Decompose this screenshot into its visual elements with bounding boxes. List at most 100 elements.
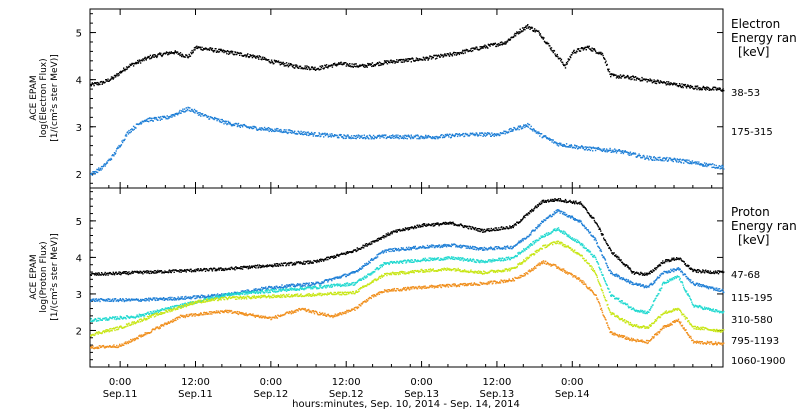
- proton-point: [559, 198, 561, 200]
- proton-point: [370, 243, 372, 245]
- proton-point: [160, 270, 163, 272]
- electron-point: [259, 128, 262, 130]
- proton-point: [323, 282, 325, 284]
- proton-point: [274, 287, 277, 289]
- electron-point: [185, 110, 187, 112]
- proton-point: [259, 289, 261, 292]
- proton-point: [492, 248, 494, 251]
- proton-point: [154, 270, 157, 272]
- proton-point: [520, 239, 522, 242]
- electron-point: [691, 160, 694, 162]
- electron-point: [145, 58, 147, 60]
- proton-point: [376, 267, 379, 269]
- electron-point: [110, 78, 112, 80]
- proton-point: [426, 223, 428, 226]
- electron-point: [109, 159, 112, 161]
- electron-point: [383, 62, 385, 65]
- electron-point: [384, 61, 386, 63]
- proton-point: [628, 281, 630, 283]
- proton-point: [119, 273, 121, 275]
- proton-point: [350, 283, 353, 285]
- proton-point: [103, 273, 106, 275]
- proton-point: [650, 282, 652, 285]
- electron-point: [561, 61, 564, 64]
- electron-point: [667, 81, 670, 83]
- electron-point: [265, 128, 267, 130]
- proton-point: [627, 267, 630, 269]
- proton-point: [334, 278, 336, 280]
- proton-point: [255, 288, 257, 290]
- proton-point: [514, 224, 516, 226]
- proton-point: [397, 249, 399, 251]
- proton-point: [379, 265, 381, 267]
- proton-point: [476, 228, 478, 230]
- electron-point: [141, 60, 143, 62]
- electron-point: [124, 70, 126, 72]
- proton-point: [363, 278, 365, 280]
- electron-point: [650, 79, 652, 81]
- electron-point: [100, 169, 102, 171]
- proton-point: [505, 227, 507, 230]
- electron-point: [462, 52, 465, 55]
- electron-point: [623, 74, 625, 77]
- proton-point: [561, 211, 563, 213]
- proton-point: [648, 284, 651, 287]
- electron-point: [563, 144, 565, 146]
- electron-point: [230, 50, 233, 52]
- electron-point: [508, 38, 510, 40]
- electron-point: [605, 149, 607, 152]
- proton-point: [237, 293, 240, 296]
- proton-point: [423, 224, 425, 226]
- proton-point: [407, 248, 410, 251]
- electron-point: [146, 56, 149, 59]
- electron-point: [717, 88, 720, 90]
- electron-point: [665, 159, 667, 161]
- proton-point: [95, 298, 98, 300]
- electron-point: [697, 163, 699, 165]
- proton-point: [312, 262, 314, 264]
- electron-point: [513, 34, 516, 36]
- electron-point: [302, 131, 304, 134]
- proton-point: [489, 248, 491, 250]
- electron-point: [98, 169, 100, 172]
- proton-point: [185, 269, 187, 271]
- proton-point: [447, 223, 449, 225]
- electron-point: [474, 47, 476, 49]
- proton-point: [279, 288, 281, 291]
- electron-point: [170, 114, 172, 116]
- electron-point: [203, 114, 205, 117]
- electron-point: [703, 88, 706, 90]
- electron-point: [338, 62, 340, 64]
- proton-point: [407, 248, 409, 250]
- proton-point: [567, 216, 569, 218]
- proton-point: [236, 291, 239, 293]
- electron-point: [165, 52, 167, 54]
- electron-point: [144, 56, 146, 59]
- proton-point: [545, 219, 547, 221]
- proton-point: [114, 316, 117, 318]
- electron-point: [719, 87, 721, 90]
- electron-point: [159, 119, 161, 121]
- proton-point: [522, 240, 524, 242]
- electron-point: [373, 138, 375, 140]
- proton-point: [156, 271, 159, 274]
- proton-point: [119, 318, 121, 320]
- electron-point: [197, 46, 200, 48]
- proton-point: [130, 315, 132, 317]
- electron-point: [602, 54, 604, 57]
- electron-point: [378, 61, 381, 63]
- proton-point: [238, 292, 240, 295]
- proton-point: [450, 245, 452, 248]
- electron-point: [654, 82, 656, 84]
- proton-point: [104, 271, 106, 274]
- electron-point: [167, 116, 170, 118]
- electron-point: [476, 132, 478, 135]
- proton-point: [348, 272, 350, 275]
- proton-point: [467, 228, 470, 230]
- proton-point: [721, 271, 723, 273]
- electron-point: [664, 157, 666, 160]
- proton-point: [122, 317, 124, 320]
- proton-point: [718, 270, 720, 272]
- proton-point: [222, 269, 224, 271]
- proton-point: [486, 228, 488, 230]
